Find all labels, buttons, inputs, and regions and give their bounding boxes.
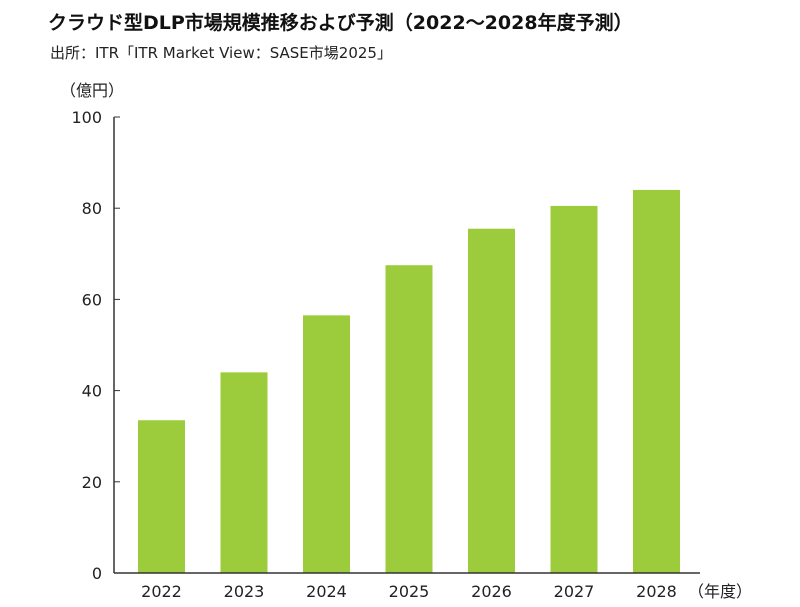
x-tick-label-2024: 2024	[306, 582, 347, 601]
x-tick-label-2022: 2022	[141, 582, 182, 601]
x-tick-label-2026: 2026	[471, 582, 512, 601]
y-tick-label-60: 60	[82, 290, 102, 309]
bar-2027	[550, 205, 598, 574]
chart-title: クラウド型DLP市場規模推移および予測（2022～2028年度予測）	[48, 12, 633, 34]
x-tick-label-2028: 2028	[636, 582, 677, 601]
bar-2023	[220, 372, 268, 573]
bar-2028	[633, 189, 680, 573]
y-axis-unit-label: （億円）	[60, 81, 124, 100]
bar-2026	[468, 228, 515, 573]
x-tick-label-2027: 2027	[554, 582, 595, 601]
bar-2022	[138, 420, 185, 573]
y-tick-label-40: 40	[82, 382, 102, 401]
chart-source: 出所：ITR「ITR Market View：SASE市場2025」	[50, 44, 392, 62]
y-tick-label-20: 20	[82, 473, 102, 492]
x-axis-unit-label: （年度）	[688, 582, 752, 601]
bar-2024	[303, 315, 350, 573]
x-tick-label-2023: 2023	[224, 582, 265, 601]
y-tick-label-100: 100	[71, 108, 102, 127]
y-tick-label-0: 0	[92, 564, 102, 583]
y-tick-label-80: 80	[82, 199, 102, 218]
x-tick-label-2025: 2025	[389, 582, 430, 601]
bar-2025	[385, 265, 433, 573]
